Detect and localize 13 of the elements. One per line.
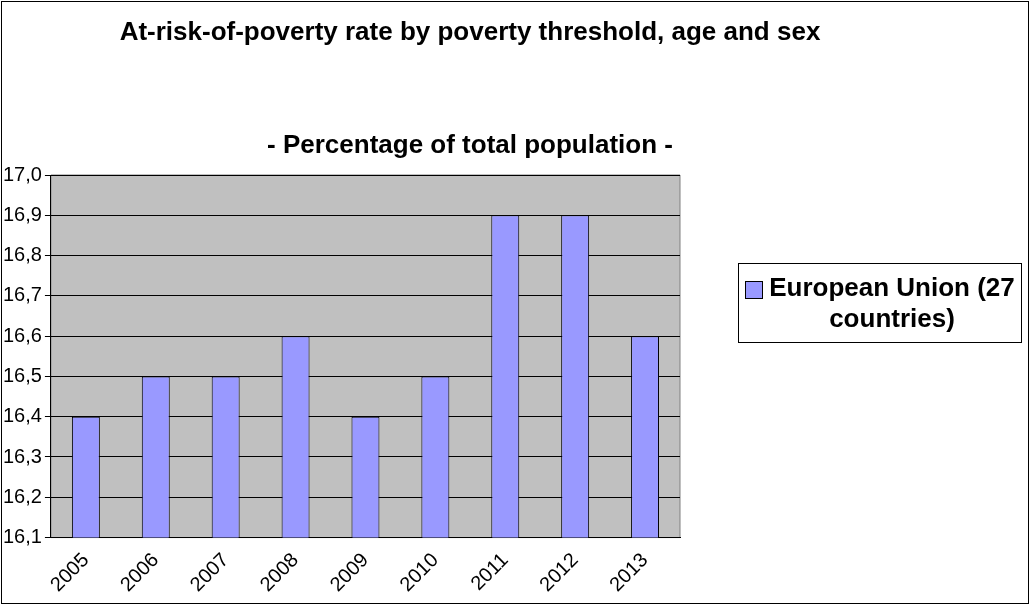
y-tick-label: 16,6 — [2, 323, 42, 346]
y-tick-label: 16,5 — [2, 363, 42, 386]
y-tick-label: 16,9 — [2, 202, 42, 225]
y-tick-label: 16,2 — [2, 484, 42, 507]
y-tick-label: 16,1 — [2, 525, 42, 548]
chart-title: At-risk-of-poverty rate by poverty threshold, age and sex — [118, 15, 822, 48]
y-tick-label: 16,7 — [2, 283, 42, 306]
legend-label: European Union (27 countries) — [769, 272, 1015, 334]
y-tick-label: 16,8 — [2, 243, 42, 266]
y-tick-label: 16,3 — [2, 444, 42, 467]
chart-subtitle: - Percentage of total population - — [266, 129, 674, 160]
y-tick-label: 17,0 — [2, 162, 42, 185]
y-tick-label: 16,4 — [2, 404, 42, 427]
